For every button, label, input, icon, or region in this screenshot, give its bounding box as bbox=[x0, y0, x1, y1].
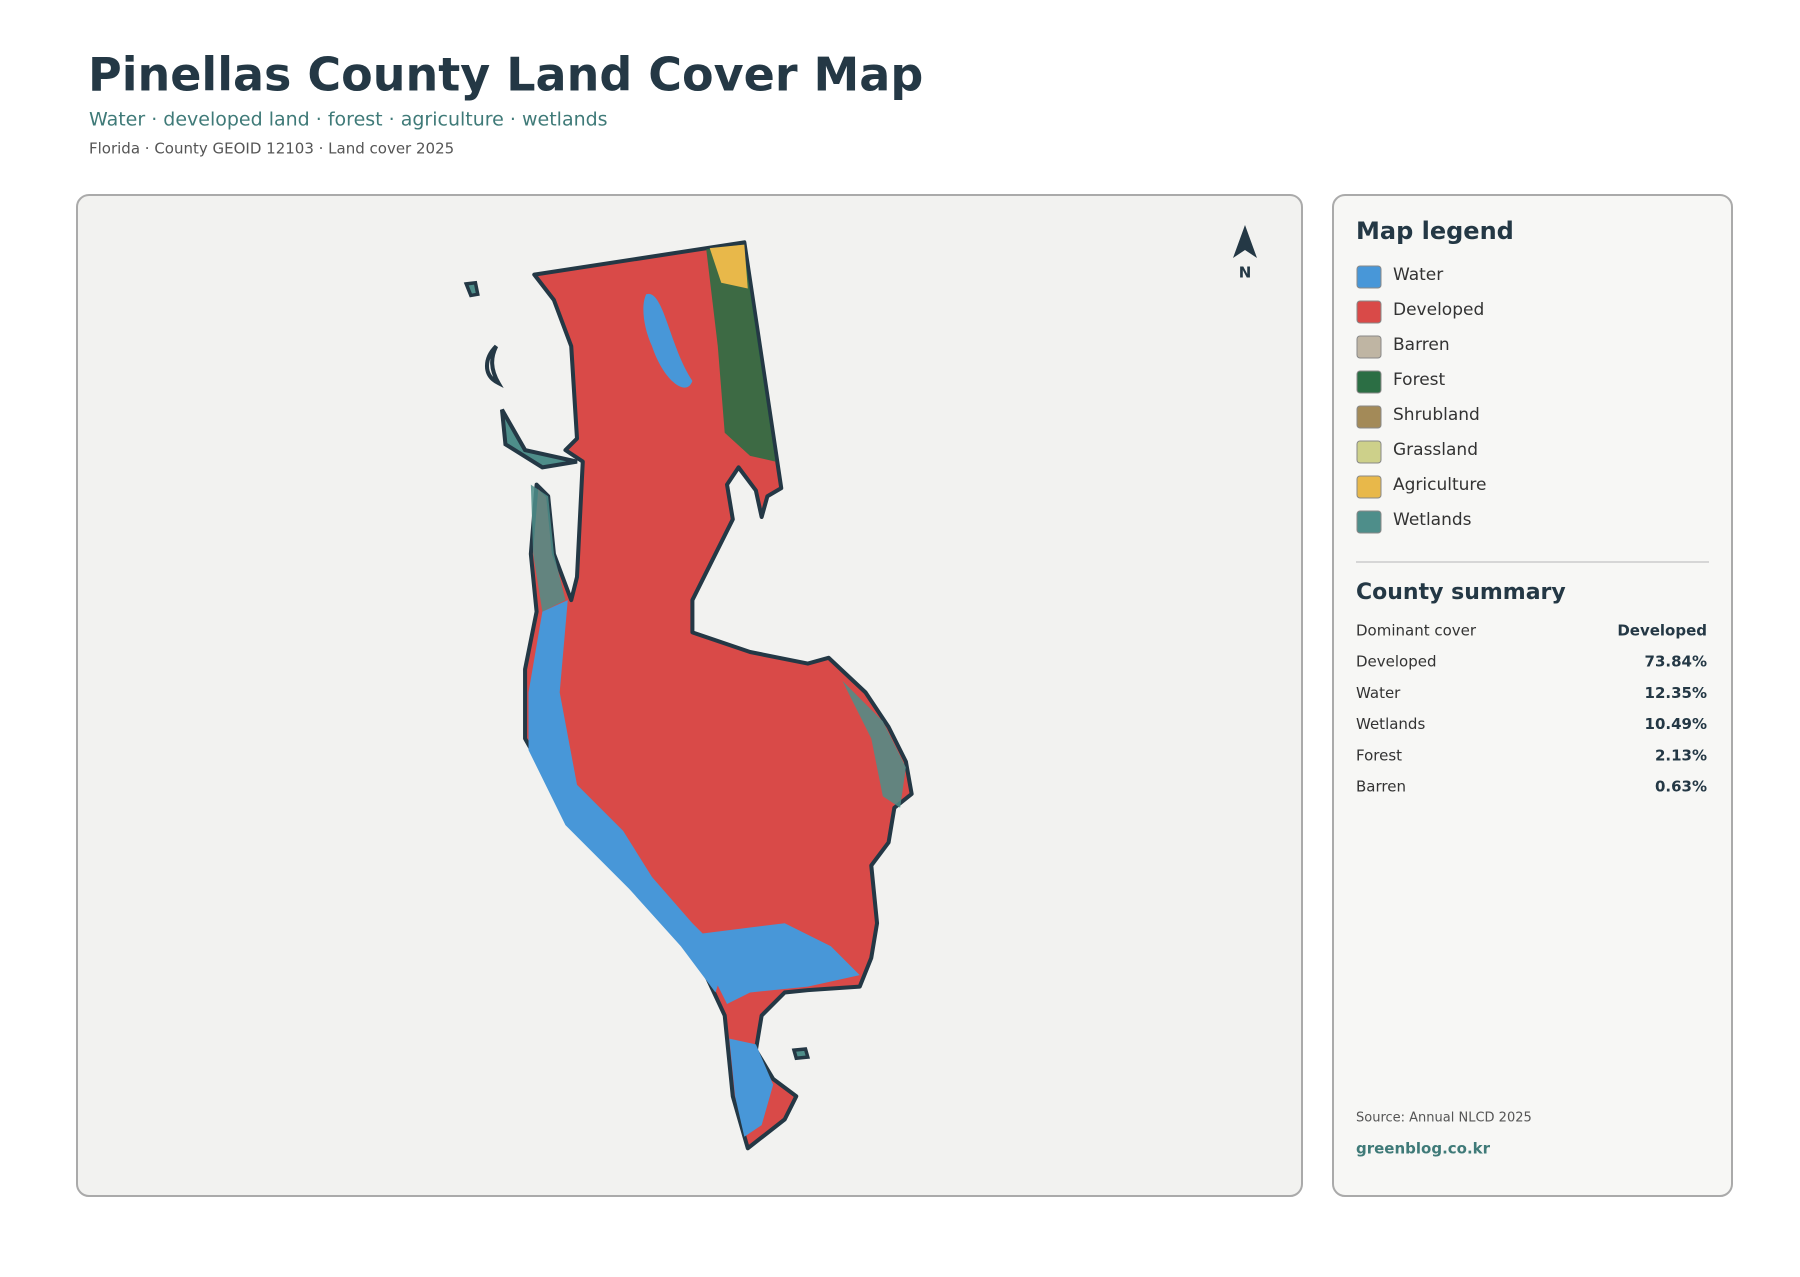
north-arrow bbox=[1233, 225, 1257, 258]
site: greenblog.co.kr bbox=[1356, 1140, 1491, 1158]
legend-label: Agriculture bbox=[1393, 475, 1487, 495]
summary-label: Barren bbox=[1356, 778, 1406, 796]
summary-value: 12.35% bbox=[1645, 684, 1707, 702]
summary-value: 2.13% bbox=[1655, 746, 1707, 764]
summary-label: Forest bbox=[1356, 746, 1402, 764]
legend-label: Shrubland bbox=[1393, 405, 1480, 425]
north-label: N bbox=[1239, 264, 1252, 282]
legend-swatch bbox=[1356, 475, 1382, 499]
summary-title: County summary bbox=[1356, 580, 1566, 605]
legend-swatch bbox=[1356, 405, 1382, 429]
legend: Water Developed Barren Forest Shrubland Grass… bbox=[1356, 265, 1487, 534]
island bbox=[499, 408, 578, 470]
summary-value: 73.84% bbox=[1645, 653, 1707, 671]
legend-label: Barren bbox=[1393, 335, 1450, 355]
county-map bbox=[463, 240, 914, 1151]
agriculture-area bbox=[709, 244, 748, 289]
legend-swatch bbox=[1356, 370, 1382, 394]
source: Source: Annual NLCD 2025 bbox=[1356, 1111, 1532, 1126]
side-panel bbox=[1332, 194, 1733, 1197]
forest-area bbox=[706, 244, 776, 462]
legend-label: Wetlands bbox=[1393, 510, 1472, 530]
summary-value: 10.49% bbox=[1645, 715, 1707, 733]
water-south bbox=[692, 923, 860, 1004]
legend-label: Developed bbox=[1393, 300, 1484, 320]
county-shape bbox=[523, 240, 914, 1151]
wetlands-west bbox=[530, 484, 566, 612]
summary-value: Developed bbox=[1617, 622, 1707, 640]
subtitle: Water · developed land · forest · agricu… bbox=[89, 109, 608, 131]
summary-label: Dominant cover bbox=[1356, 622, 1477, 640]
summary-label: Developed bbox=[1356, 653, 1437, 671]
title: Pinellas County Land Cover Map bbox=[88, 48, 923, 102]
summary: Dominant cover Developed Developed 73.84% Wa… bbox=[1356, 622, 1707, 796]
legend-label: Water bbox=[1393, 265, 1443, 285]
island bbox=[463, 280, 480, 298]
legend-title: Map legend bbox=[1356, 217, 1514, 245]
water-southtip bbox=[729, 1038, 774, 1137]
meta: Florida · County GEOID 12103 · Land cove… bbox=[89, 140, 454, 158]
legend-swatch bbox=[1356, 265, 1382, 289]
legend-swatch bbox=[1356, 335, 1382, 359]
legend-label: Forest bbox=[1393, 370, 1446, 390]
summary-label: Water bbox=[1356, 684, 1401, 702]
legend-swatch bbox=[1356, 440, 1382, 464]
island bbox=[791, 1047, 811, 1061]
water-lake bbox=[643, 293, 693, 388]
wetlands-east bbox=[842, 680, 906, 808]
legend-label: Grassland bbox=[1393, 440, 1478, 460]
summary-value: 0.63% bbox=[1655, 778, 1707, 796]
island bbox=[484, 344, 504, 388]
summary-label: Wetlands bbox=[1356, 715, 1425, 733]
legend-swatch bbox=[1356, 300, 1382, 324]
legend-swatch bbox=[1356, 510, 1382, 534]
